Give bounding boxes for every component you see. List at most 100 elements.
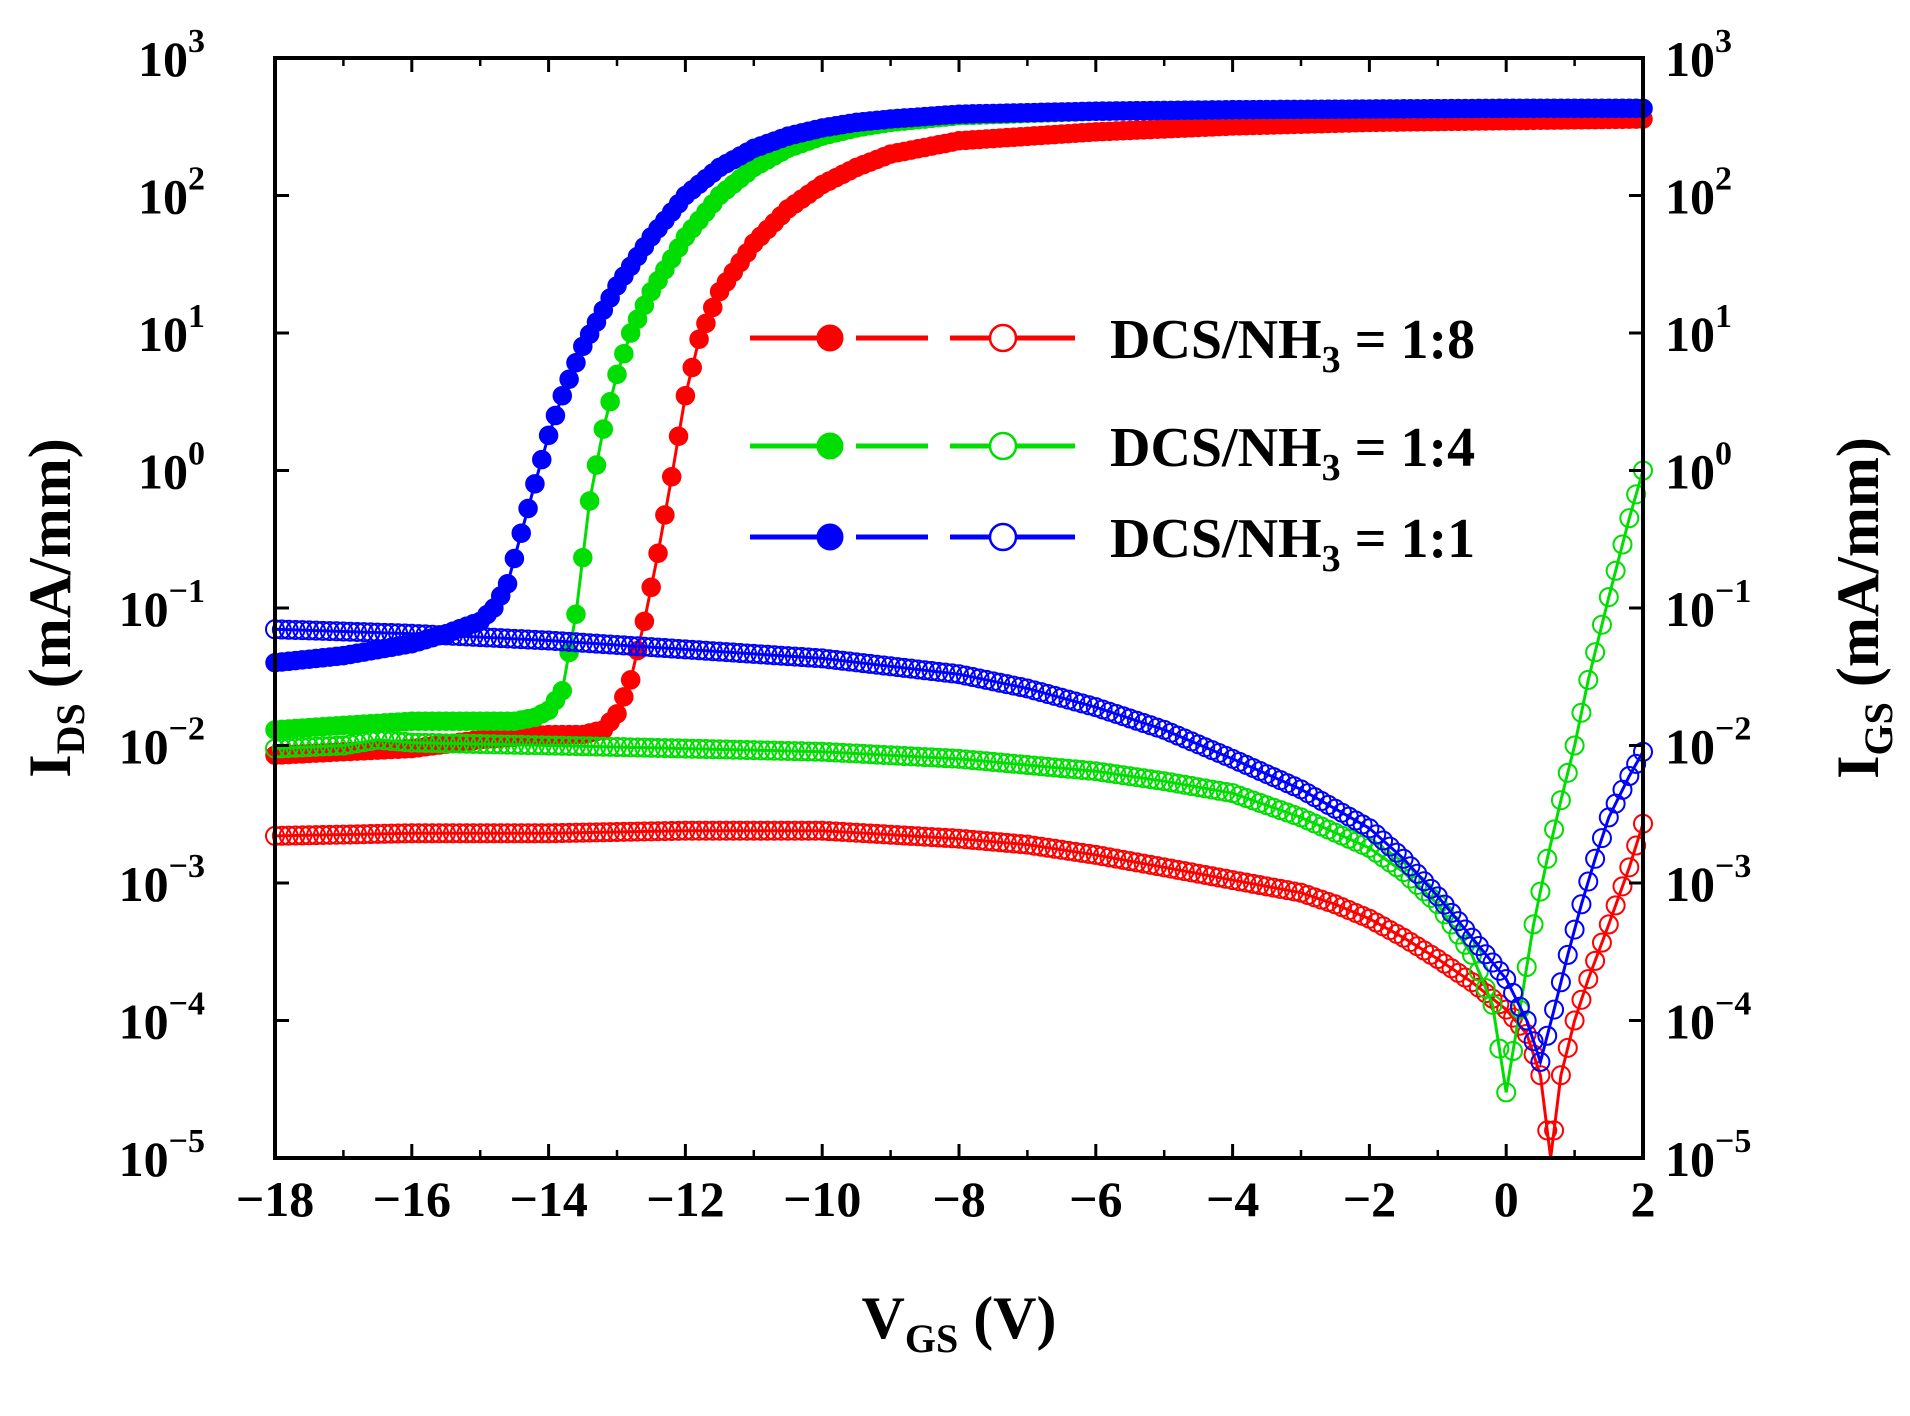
data-point [778, 820, 798, 841]
data-point [525, 474, 545, 494]
data-point [552, 631, 573, 652]
data-point [1475, 983, 1496, 1004]
data-point [1496, 1082, 1517, 1103]
data-point [271, 825, 292, 846]
data-point [497, 574, 518, 594]
data-point [743, 643, 764, 664]
data-point [1085, 761, 1106, 782]
data-point [1544, 819, 1565, 840]
data-point [983, 671, 1004, 692]
data-point [935, 827, 956, 848]
data-point [607, 821, 627, 842]
data-point [422, 624, 443, 645]
data-point [798, 820, 819, 841]
data-point [825, 742, 846, 763]
data-point [483, 734, 504, 755]
data-point [1031, 756, 1052, 777]
tick-base: 10 [1665, 169, 1715, 225]
data-point [381, 823, 402, 844]
data-point [586, 822, 607, 843]
data-point [593, 419, 614, 439]
data-point [1626, 753, 1647, 774]
data-point [442, 733, 463, 754]
data-point [723, 739, 744, 760]
data-point [949, 828, 969, 849]
data-point [798, 647, 819, 668]
data-point [613, 821, 634, 842]
data-point [949, 748, 969, 769]
y-left-tick-label: 101 [138, 298, 205, 362]
data-point [928, 827, 949, 848]
axis-title-main: I [17, 754, 83, 777]
data-point [969, 668, 990, 689]
axis-title-unit: (mA/mm) [17, 438, 83, 703]
data-point [1229, 871, 1250, 892]
data-point [600, 736, 621, 757]
data-point [1619, 766, 1640, 787]
data-point [326, 621, 347, 642]
tick-base: 10 [1665, 1131, 1715, 1187]
data-point [545, 735, 566, 756]
data-point [436, 625, 456, 646]
tick-base: 10 [1665, 581, 1715, 637]
data-point [1537, 1025, 1558, 1046]
data-point [907, 659, 928, 680]
data-point [942, 828, 963, 849]
data-point [853, 823, 874, 844]
data-point [1106, 848, 1127, 869]
data-point [983, 831, 1004, 852]
tick-base: 10 [119, 719, 169, 775]
data-point [1557, 1037, 1578, 1058]
data-point [648, 543, 668, 564]
data-point [832, 821, 853, 842]
axis-ticks-layer [273, 56, 1645, 1160]
tick-exponent: −1 [169, 573, 205, 610]
x-tick-label: −8 [932, 1171, 986, 1227]
data-point [1557, 944, 1578, 965]
data-point [880, 745, 901, 766]
y-right-tick-label: 101 [1665, 298, 1732, 362]
data-point [456, 823, 477, 844]
data-point [1564, 735, 1585, 756]
data-point [682, 639, 703, 660]
data-point [1503, 1041, 1524, 1062]
data-point [928, 747, 949, 768]
data-point [347, 733, 368, 754]
data-point [340, 824, 361, 845]
data-point [1598, 587, 1619, 608]
data-point [1092, 762, 1113, 783]
data-point [914, 660, 935, 681]
y-left-tick-label: 100 [138, 436, 205, 500]
data-point [641, 577, 661, 598]
legend-label: DCS/NH3 = 1:8 [1110, 309, 1475, 381]
data-point [566, 353, 586, 373]
data-point [983, 751, 1004, 772]
y-right-tick-label: 102 [1665, 161, 1732, 225]
data-point [736, 740, 757, 761]
data-point [353, 622, 374, 643]
tick-base: 10 [1665, 994, 1715, 1050]
data-point [873, 824, 894, 845]
data-point [846, 652, 867, 673]
data-point [901, 825, 922, 846]
data-point [319, 736, 340, 757]
data-point [504, 548, 525, 569]
data-point [1044, 757, 1065, 778]
data-point [627, 737, 648, 758]
data-point [353, 732, 374, 753]
data-point [921, 827, 942, 848]
data-point [401, 823, 422, 844]
data-point [593, 736, 614, 757]
data-point [1523, 1031, 1544, 1052]
data-point [552, 385, 573, 406]
data-point [1044, 838, 1065, 859]
axis-title-main: I [1825, 755, 1891, 778]
data-point [866, 744, 887, 765]
data-point [627, 636, 648, 657]
data-point [1414, 871, 1435, 892]
data-point [429, 733, 450, 754]
data-point [511, 734, 532, 755]
data-point [607, 704, 627, 724]
data-point [1147, 856, 1168, 877]
data-point [1133, 853, 1154, 874]
